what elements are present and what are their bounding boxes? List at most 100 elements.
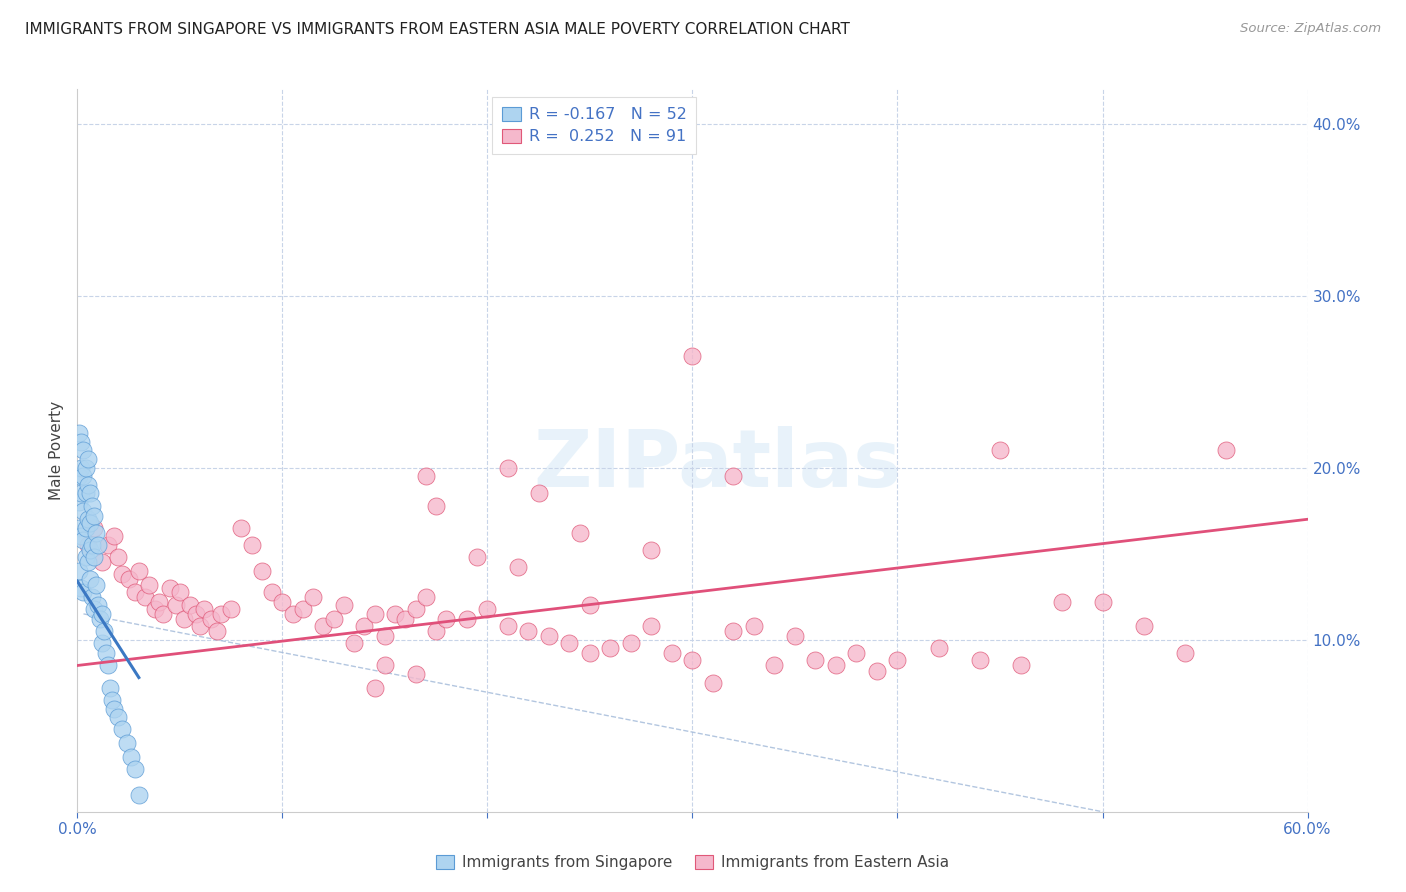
Point [333, 599, 356, 613]
Point [138, 577, 160, 591]
Point [193, 601, 215, 615]
Point [682, 653, 704, 667]
Point [124, 762, 146, 776]
Point [1174, 647, 1197, 661]
Text: ZIPatlas: ZIPatlas [533, 425, 901, 504]
Point [661, 647, 683, 661]
Point [67, 495, 90, 509]
Point [101, 693, 124, 707]
Point [866, 664, 889, 678]
Point [219, 601, 242, 615]
Point [599, 641, 621, 656]
Point [83, 550, 105, 565]
Point [845, 647, 868, 661]
Point [250, 564, 273, 578]
Point [98, 681, 121, 695]
Point [80, 499, 103, 513]
Point [702, 675, 724, 690]
Point [90, 636, 114, 650]
Point [240, 538, 263, 552]
Point [97, 658, 120, 673]
Point [120, 749, 142, 764]
Point [75, 550, 97, 565]
Point [415, 469, 437, 483]
Point [496, 460, 519, 475]
Point [302, 590, 325, 604]
Point [128, 564, 150, 578]
Point [117, 573, 139, 587]
Point [107, 550, 129, 565]
Point [70, 460, 93, 475]
Point [425, 499, 447, 513]
Point [436, 612, 458, 626]
Point [537, 629, 560, 643]
Point [928, 641, 950, 656]
Point [165, 599, 187, 613]
Point [568, 526, 591, 541]
Point [682, 349, 704, 363]
Point [353, 619, 375, 633]
Point [84, 577, 107, 591]
Point [87, 538, 110, 552]
Legend: Immigrants from Singapore, Immigrants from Eastern Asia: Immigrants from Singapore, Immigrants fr… [430, 849, 955, 876]
Point [1010, 658, 1032, 673]
Point [143, 601, 166, 615]
Point [89, 612, 111, 626]
Point [1132, 619, 1154, 633]
Point [886, 653, 908, 667]
Point [84, 526, 107, 541]
Point [477, 601, 499, 615]
Point [363, 681, 385, 695]
Point [579, 647, 602, 661]
Point [79, 543, 101, 558]
Point [281, 607, 304, 621]
Point [134, 590, 156, 604]
Point [620, 636, 643, 650]
Text: Source: ZipAtlas.com: Source: ZipAtlas.com [1240, 22, 1381, 36]
Point [969, 653, 991, 667]
Point [75, 521, 97, 535]
Point [152, 607, 174, 621]
Point [405, 667, 427, 681]
Point [322, 612, 344, 626]
Point [169, 584, 191, 599]
Point [80, 538, 103, 552]
Point [111, 567, 134, 582]
Point [343, 636, 366, 650]
Point [579, 599, 602, 613]
Point [79, 573, 101, 587]
Point [83, 508, 105, 523]
Point [70, 581, 93, 595]
Point [67, 564, 90, 578]
Point [93, 624, 115, 639]
Text: IMMIGRANTS FROM SINGAPORE VS IMMIGRANTS FROM EASTERN ASIA MALE POVERTY CORRELATI: IMMIGRANTS FROM SINGAPORE VS IMMIGRANTS … [25, 22, 851, 37]
Point [363, 607, 385, 621]
Point [75, 486, 97, 500]
Point [640, 543, 662, 558]
Point [67, 521, 90, 535]
Point [159, 581, 181, 595]
Point [179, 599, 201, 613]
Point [103, 701, 125, 715]
Point [76, 555, 98, 569]
Point [115, 736, 138, 750]
Point [231, 521, 253, 535]
Point [527, 486, 550, 500]
Point [67, 469, 90, 483]
Point [70, 434, 93, 449]
Point [186, 607, 208, 621]
Point [90, 555, 114, 569]
Point [1091, 595, 1114, 609]
Point [103, 529, 125, 543]
Point [76, 452, 98, 467]
Point [271, 595, 294, 609]
Point [80, 590, 103, 604]
Point [87, 599, 110, 613]
Point [374, 658, 396, 673]
Point [72, 533, 94, 547]
Y-axis label: Male Poverty: Male Poverty [49, 401, 65, 500]
Point [124, 584, 146, 599]
Point [1215, 443, 1237, 458]
Point [425, 624, 447, 639]
Point [67, 426, 90, 441]
